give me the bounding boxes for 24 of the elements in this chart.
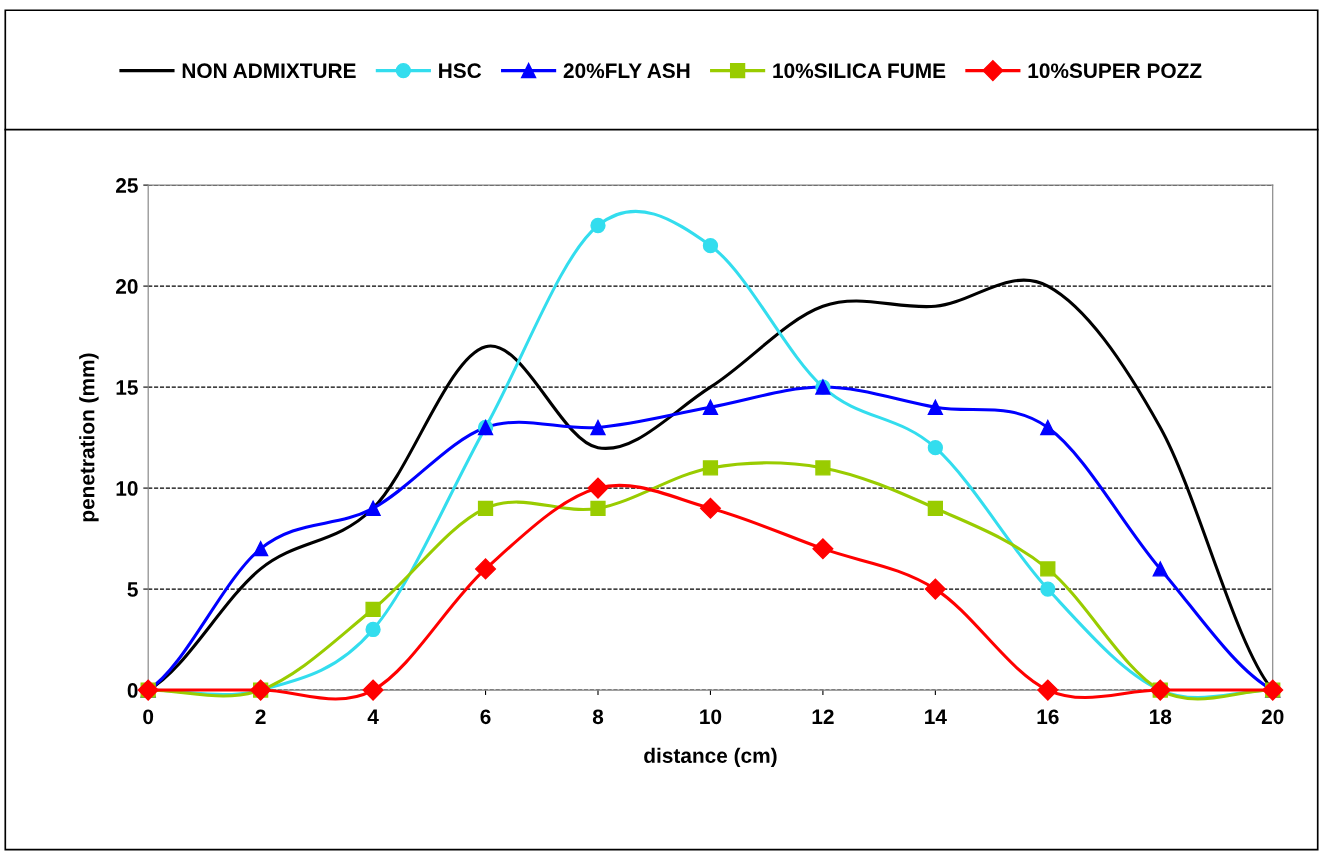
legend-label: NON ADMIXTURE <box>182 63 356 79</box>
x-tick-label: 6 <box>480 709 491 725</box>
x-axis-title: distance (cm) <box>644 747 777 768</box>
y-tick-label: 15 <box>116 380 138 395</box>
legend-label: 10%SUPER POZZ <box>1028 63 1202 79</box>
x-tick-label: 18 <box>1150 709 1172 725</box>
x-tick-label: 4 <box>367 709 379 724</box>
y-tick-label: 25 <box>116 178 138 193</box>
y-axis-title: penetration (mm) <box>79 353 99 522</box>
y-tick-label: 10 <box>116 481 138 496</box>
x-tick-label: 10 <box>700 709 722 725</box>
y-tick-label: 5 <box>127 582 138 597</box>
x-tick-label: 12 <box>812 709 834 724</box>
x-tick-label: 16 <box>1037 709 1059 725</box>
x-tick-label: 2 <box>255 709 266 724</box>
y-tick-label: 0 <box>127 683 138 698</box>
x-tick-label: 14 <box>925 709 947 724</box>
x-tick-label: 0 <box>143 709 154 725</box>
y-tick-label: 20 <box>116 279 138 294</box>
x-tick-label: 8 <box>592 709 604 725</box>
legend-label: 20%FLY ASH <box>563 63 690 79</box>
legend-label: HSC <box>439 63 482 79</box>
x-tick-label: 20 <box>1261 709 1284 725</box>
legend-label: 10%SILICA FUME <box>773 63 946 79</box>
